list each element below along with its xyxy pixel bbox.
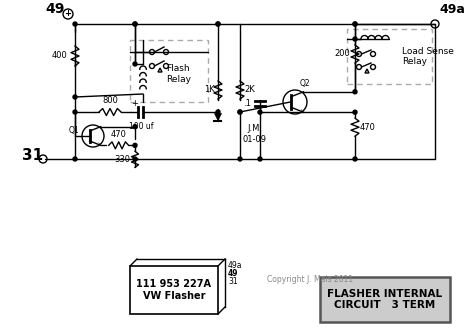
Circle shape [238, 157, 242, 161]
Circle shape [73, 22, 77, 26]
Circle shape [353, 110, 357, 114]
Circle shape [353, 22, 357, 26]
Text: 400: 400 [51, 51, 67, 60]
Text: 49: 49 [228, 269, 238, 278]
Circle shape [133, 157, 137, 161]
Text: 470: 470 [111, 130, 127, 139]
Circle shape [133, 22, 137, 26]
Text: 31: 31 [228, 277, 237, 286]
Circle shape [133, 125, 137, 129]
Text: Load Sense
Relay: Load Sense Relay [402, 47, 454, 66]
Circle shape [353, 37, 357, 41]
Text: +: + [64, 9, 72, 18]
Text: .1: .1 [243, 99, 251, 108]
Circle shape [353, 22, 357, 26]
Text: Flash
Relay: Flash Relay [166, 64, 191, 84]
Polygon shape [98, 142, 100, 145]
FancyBboxPatch shape [130, 266, 218, 314]
Circle shape [133, 143, 137, 147]
Text: 49a: 49a [228, 261, 243, 270]
Text: FLASHER INTERNAL
CIRCUIT   3 TERM: FLASHER INTERNAL CIRCUIT 3 TERM [328, 289, 443, 310]
Text: 470: 470 [360, 123, 376, 132]
Circle shape [238, 110, 242, 114]
Circle shape [73, 157, 77, 161]
Text: 1K: 1K [204, 86, 215, 95]
Circle shape [133, 62, 137, 66]
Text: 49a: 49a [439, 3, 465, 16]
Circle shape [258, 157, 262, 161]
Text: 31: 31 [22, 149, 43, 164]
Text: 800: 800 [102, 96, 118, 105]
Text: 49: 49 [46, 2, 65, 16]
Text: +: + [132, 99, 138, 108]
Circle shape [73, 110, 77, 114]
Text: 2K: 2K [244, 86, 255, 95]
Circle shape [258, 110, 262, 114]
Circle shape [216, 22, 220, 26]
Text: Q1: Q1 [68, 126, 79, 135]
Text: 330: 330 [114, 155, 130, 164]
Circle shape [353, 90, 357, 94]
Circle shape [216, 22, 220, 26]
Text: 200: 200 [334, 49, 350, 58]
Text: 100 uf: 100 uf [129, 122, 153, 131]
Text: Q2: Q2 [300, 79, 310, 88]
Circle shape [216, 110, 220, 114]
Circle shape [133, 22, 137, 26]
FancyBboxPatch shape [320, 277, 450, 322]
Polygon shape [215, 114, 221, 121]
Polygon shape [301, 109, 303, 112]
Circle shape [238, 110, 242, 114]
Text: Copyright J. Mais 2011: Copyright J. Mais 2011 [267, 275, 353, 284]
Circle shape [73, 95, 77, 99]
Text: J.M.
01-09: J.M. 01-09 [243, 124, 267, 144]
Text: 111 953 227A
VW Flasher: 111 953 227A VW Flasher [137, 279, 211, 301]
Circle shape [353, 157, 357, 161]
